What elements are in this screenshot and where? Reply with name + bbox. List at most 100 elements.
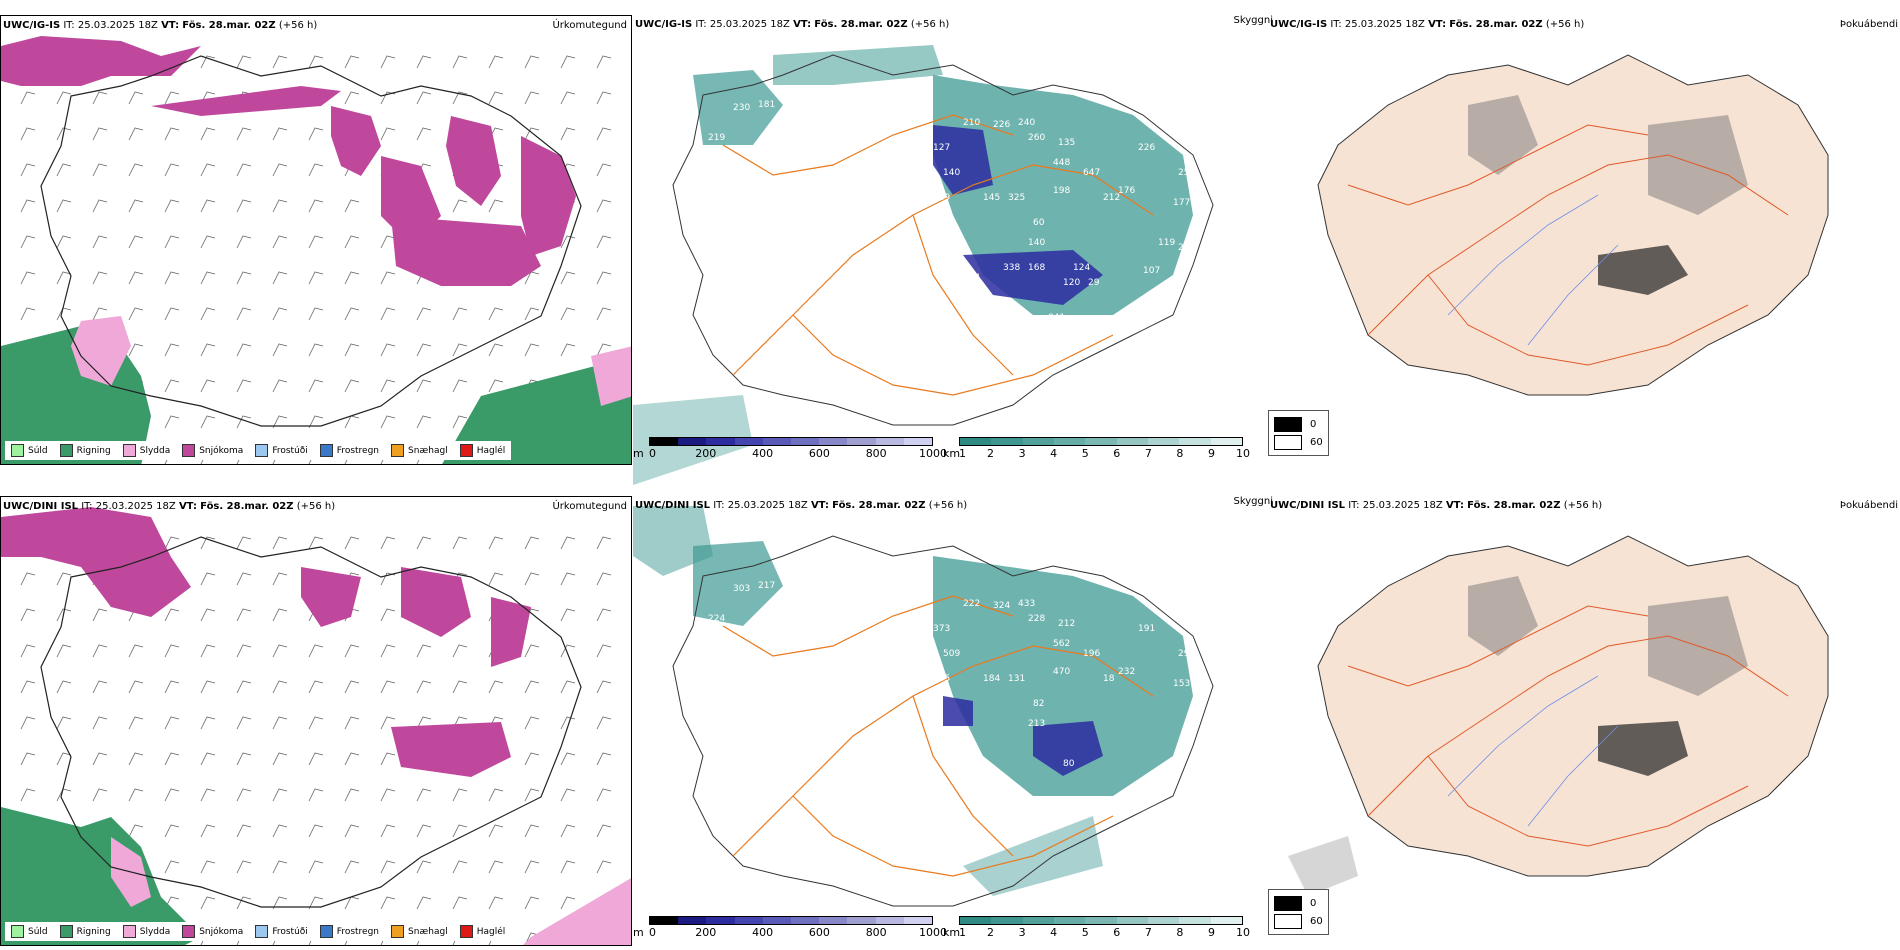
vis-area-nw-sea <box>633 506 713 576</box>
legend-item: Rigning <box>59 925 111 938</box>
visibility-label: 80 <box>1063 759 1075 769</box>
legend-item: Frostúði <box>255 925 308 938</box>
legend-item: Frostregn <box>319 925 379 938</box>
wind-barb <box>92 199 108 213</box>
panel-title: Úrkomutegund <box>552 501 627 512</box>
legend-item: Snæhagl <box>391 925 448 938</box>
colorbar-tick: 4 <box>1050 926 1058 939</box>
visibility-label: 177 <box>1173 198 1190 208</box>
wind-barb <box>164 91 180 105</box>
wind-barb <box>164 235 180 249</box>
wind-barb <box>452 644 468 658</box>
wind-barb <box>596 235 612 249</box>
wind-barb <box>308 752 324 766</box>
colorbar-strip <box>649 916 933 925</box>
colorbar-segment <box>1053 438 1086 445</box>
colorbar-tick: 1 <box>959 447 966 460</box>
wind-barb <box>164 536 180 550</box>
legend-label: Rigning <box>76 445 111 456</box>
visibility-label: 98 <box>953 248 965 258</box>
colorbar-segment <box>1210 917 1242 924</box>
wind-barb <box>380 415 396 429</box>
colorbar-segment <box>762 917 792 924</box>
wind-barb <box>488 199 504 213</box>
high-vis-area-east <box>1033 721 1103 776</box>
fog-area-central <box>1598 245 1688 295</box>
wind-barb <box>200 572 216 586</box>
iceland-outline <box>672 54 1214 426</box>
visibility-label: 562 <box>1053 639 1070 649</box>
legend-swatch <box>11 444 24 457</box>
wind-barb <box>596 307 612 321</box>
visibility-label: 140 <box>1028 238 1045 248</box>
fog-road-network <box>1347 605 1789 847</box>
wind-barb <box>56 608 72 622</box>
wind-barb <box>308 271 324 285</box>
wind-barb <box>200 271 216 285</box>
colorbar-segment <box>791 438 820 445</box>
wind-barb <box>380 307 396 321</box>
wind-barb <box>200 680 216 694</box>
visibility-label: 210 <box>963 118 980 128</box>
wind-barb <box>416 860 432 874</box>
wind-barb <box>380 127 396 141</box>
colorbar-tick: 9 <box>1207 447 1215 460</box>
wind-barb <box>524 824 540 838</box>
snow-area-east2 <box>521 136 576 256</box>
wind-barb <box>560 644 576 658</box>
legend-swatch <box>59 444 73 457</box>
wind-barb <box>344 644 360 658</box>
visibility-label: 196 <box>1083 649 1100 659</box>
visibility-label: 226 <box>1138 143 1155 153</box>
colorbar-tick: 8 <box>1176 926 1184 939</box>
wind-barb <box>488 536 504 550</box>
wind-barb <box>596 860 612 874</box>
colorbar-tick: 1000 <box>919 447 947 460</box>
wind-barb <box>236 55 252 69</box>
visibility-label: 145 <box>983 193 1000 203</box>
high-vis-area-west <box>943 696 973 726</box>
colorbar-tick: 10 <box>1236 926 1250 939</box>
wind-barb <box>344 379 360 393</box>
legend-item: Frostregn <box>319 444 379 457</box>
colorbar-segment <box>734 438 763 445</box>
visibility-label: 303 <box>733 584 750 594</box>
wind-barb <box>308 307 324 321</box>
vis-area-nw <box>693 70 783 145</box>
wind-barb <box>380 55 396 69</box>
panel-header: UWC/IG-IS IT: 25.03.2025 18Z VT: Fös. 28… <box>1270 19 1585 30</box>
wind-barb <box>200 55 216 69</box>
legend-swatch <box>391 925 405 938</box>
colorbar-segment <box>991 438 1023 445</box>
wind-barb <box>488 55 504 69</box>
wind-barb <box>56 307 72 321</box>
wind-barb <box>236 163 252 177</box>
legend-swatch <box>255 925 269 938</box>
visibility-label: 212 <box>1103 193 1120 203</box>
colorbar-tick: 400 <box>752 447 774 460</box>
wind-barb <box>452 536 468 550</box>
wind-barb <box>92 608 108 622</box>
wind-barb <box>272 271 288 285</box>
wind-barb <box>488 788 504 802</box>
legend-swatch <box>459 925 473 938</box>
wind-barb <box>236 860 252 874</box>
visibility-label: 226 <box>993 120 1010 130</box>
wind-barb <box>200 536 216 550</box>
wind-barb <box>128 235 144 249</box>
colorbar-segment <box>1116 917 1148 924</box>
wind-barb <box>524 127 540 141</box>
wind-barb <box>272 343 288 357</box>
legend-item: Súld <box>11 925 48 938</box>
wind-barb <box>308 644 324 658</box>
wind-barb <box>596 343 612 357</box>
colorbar-tick: 6 <box>1113 447 1121 460</box>
colorbar-tick: 4 <box>1050 447 1058 460</box>
wind-barb <box>56 271 72 285</box>
wind-barb <box>20 608 36 622</box>
wind-barb <box>308 824 324 838</box>
iceland-land <box>1317 535 1829 877</box>
legend-swatch <box>319 444 333 457</box>
snow-area-north <box>151 86 341 116</box>
colorbar-tick: 800 <box>865 447 887 460</box>
